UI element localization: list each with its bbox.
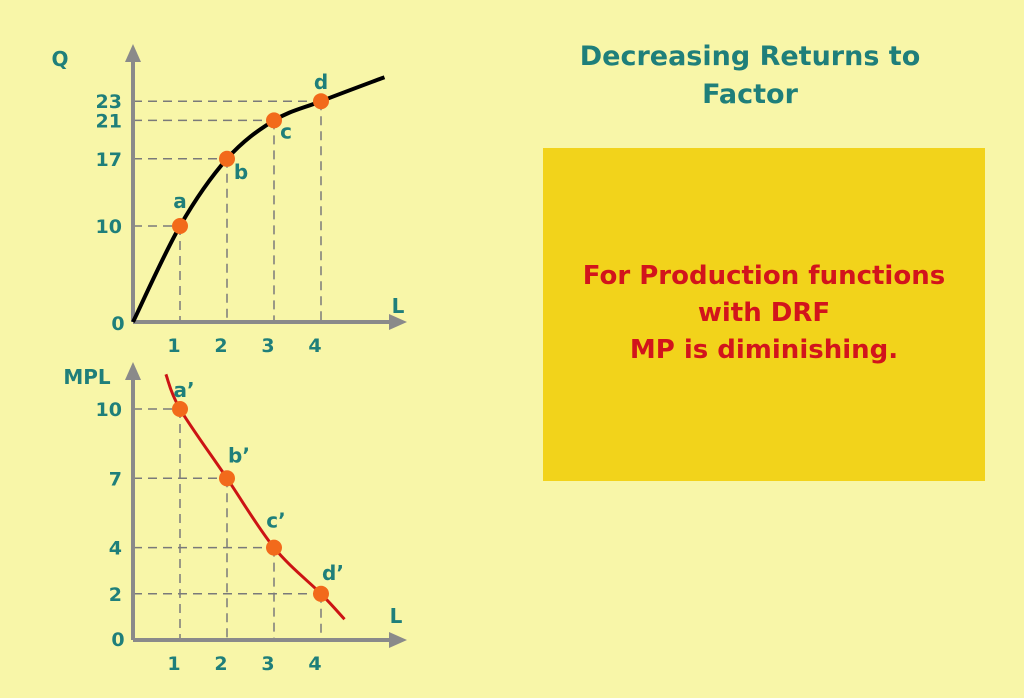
point-label-0-0: a [173,189,187,213]
point-label-1-3: d’ [322,561,344,585]
x-tick-0-0: 1 [167,335,180,357]
title-line-2: Factor [702,79,798,110]
y-axis-arrow-1 [125,362,141,380]
point-label-0-3: d [314,70,328,94]
y-axis-label-0: Q [51,47,68,71]
point-a’ [172,401,188,417]
callout-line-1: For Production functions [582,261,946,291]
y-tick-0-1: 17 [96,149,122,171]
callout-text: For Production functions with DRF MP is … [543,258,985,369]
callout-box: For Production functions with DRF MP is … [543,148,985,481]
point-label-1-2: c’ [266,509,285,533]
x-axis-arrow-0 [389,314,407,330]
x-tick-1-2: 3 [261,653,274,675]
point-label-0-1: b [234,160,248,184]
callout-line-2: with DRF [697,298,831,328]
y-axis-arrow-0 [125,44,141,62]
point-d [313,93,329,110]
point-b [219,150,235,167]
slide-title: Decreasing Returns to Factor [560,38,940,114]
x-tick-1-3: 4 [308,653,321,675]
x-tick-0-1: 2 [214,335,227,357]
x-tick-1-0: 1 [167,653,180,675]
x-axis-arrow-1 [389,632,407,648]
y-tick-0-0: 10 [96,216,122,238]
y-tick-0-3: 23 [96,91,122,113]
point-b’ [219,470,235,487]
point-c [266,112,282,129]
origin-label-0: 0 [111,313,124,335]
point-label-0-2: c [280,119,292,143]
point-c’ [266,539,282,556]
y-axis-label-1: MPL [63,365,111,389]
y-tick-1-0: 2 [109,584,122,606]
origin-label-1: 0 [111,629,124,651]
y-tick-0-2: 21 [96,110,122,132]
x-tick-1-1: 2 [214,653,227,675]
x-tick-0-2: 3 [261,335,274,357]
x-axis-label-0: L [392,294,405,318]
y-tick-1-3: 10 [96,399,122,421]
curve-1 [164,373,346,621]
y-tick-1-2: 7 [109,468,122,490]
x-tick-0-3: 4 [308,335,321,357]
title-line-1: Decreasing Returns to [579,41,921,72]
point-label-1-0: a’ [173,378,194,402]
point-label-1-1: b’ [228,443,250,467]
point-d’ [313,585,329,602]
x-axis-label-1: L [390,604,403,628]
curve-0 [131,75,386,323]
callout-line-3: MP is diminishing. [629,335,899,365]
y-tick-1-1: 4 [109,538,122,560]
point-a [172,218,188,234]
